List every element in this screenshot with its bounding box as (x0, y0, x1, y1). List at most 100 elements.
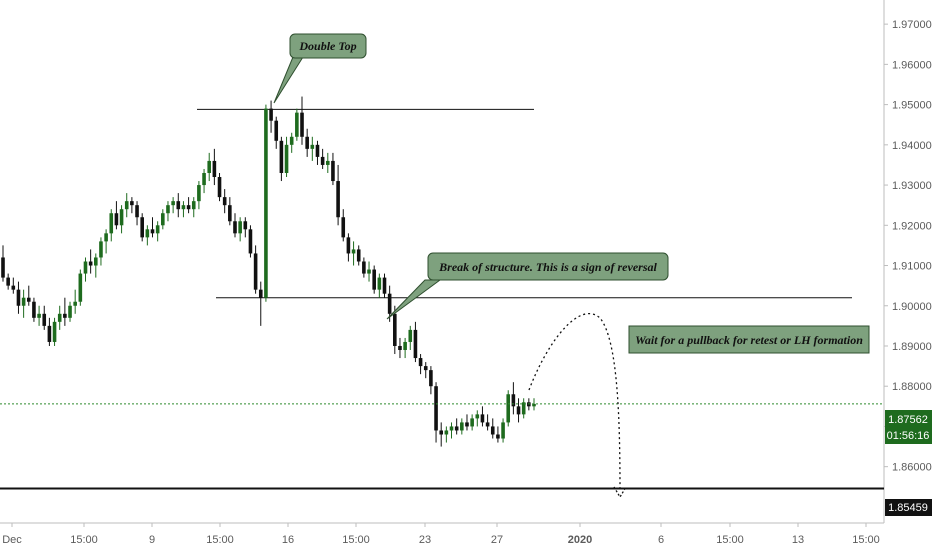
candle-body (439, 430, 444, 435)
candle-body (485, 422, 490, 427)
candle-body (238, 221, 242, 234)
double-top-note[interactable]: Double Top (273, 33, 367, 104)
candle-body (325, 160, 330, 165)
price-tick-label: 1.97000 (892, 19, 932, 31)
candle-body (114, 213, 119, 226)
candle-body (315, 144, 320, 157)
current-price-label: 1.87562 (888, 414, 928, 426)
time-tick-label: 15:00 (206, 534, 234, 546)
candle-body (403, 341, 407, 351)
price-axis[interactable]: 1.97000 1.96000 1.95000 1.94000 1.93000 1.920… (884, 19, 932, 474)
candle-body (346, 237, 351, 254)
candle-body (506, 394, 511, 423)
break-of-structure-note[interactable]: Break of structure. This is a sign of re… (386, 252, 669, 320)
price-tick-label: 1.90000 (892, 301, 932, 313)
break-of-structure-note-box (427, 252, 669, 281)
candle-body (449, 426, 454, 431)
candle-body (289, 136, 294, 145)
price-tick-label: 1.94000 (892, 140, 932, 152)
candle-body (217, 177, 222, 198)
candle-body (305, 136, 309, 149)
candle-body (228, 205, 232, 222)
candle-body (356, 249, 361, 262)
candle-body (475, 414, 480, 419)
countdown-label: 01:56:16 (887, 430, 930, 442)
candle-body (161, 213, 165, 226)
candle-body (124, 201, 129, 210)
time-axis[interactable]: Dec 15:00 9 15:00 16 15:00 23 27 2020 6 15:00 13 15:… (2, 523, 880, 546)
candle-body (377, 277, 382, 290)
candle-body (11, 285, 16, 290)
candle-body (418, 358, 423, 367)
candle-body (99, 241, 103, 258)
horizontal-lines[interactable] (0, 108, 884, 490)
wait-pullback-note[interactable]: Wait for a pullback for retest or LH for… (628, 325, 870, 354)
time-tick-label: 15:00 (70, 534, 98, 546)
time-tick-label: 15:00 (852, 534, 880, 546)
projection-arrow (528, 312, 621, 493)
candle-body (362, 261, 366, 274)
current-price-tag[interactable]: 1.87562 01:56:16 (885, 410, 932, 444)
candle-body (37, 313, 41, 318)
time-tick-label: 16 (282, 534, 294, 546)
candle-body (73, 301, 77, 306)
candle-body (243, 221, 248, 230)
candle-body (135, 205, 139, 218)
candle-body (532, 403, 536, 407)
candle-body (109, 213, 114, 234)
candle-body (511, 394, 516, 407)
candle-body (191, 201, 196, 210)
candle-body (140, 217, 144, 238)
target-price-label: 1.85459 (888, 502, 928, 514)
candle-body (341, 217, 346, 238)
candle-body (6, 277, 10, 286)
break-of-structure-note-text: Break of structure. This is a sign of re… (438, 260, 657, 274)
candle-body (155, 225, 160, 234)
candle-body (63, 313, 67, 318)
candle-body (408, 329, 413, 342)
price-tick-label: 1.88000 (892, 381, 932, 393)
time-tick-label: 27 (491, 534, 503, 546)
candle-body (186, 205, 191, 210)
candle-body (21, 297, 26, 306)
price-tick-label: 1.89000 (892, 341, 932, 353)
candle-body (423, 366, 428, 371)
candle-body (382, 277, 387, 294)
candle-body (119, 209, 124, 226)
candle-body (496, 434, 500, 439)
target-price-tag[interactable]: 1.85459 (885, 499, 932, 516)
candle-body (47, 325, 52, 342)
candle-body (176, 201, 181, 210)
candle-body (57, 313, 62, 322)
price-tick-label: 1.92000 (892, 220, 932, 232)
candle-body (264, 108, 268, 298)
time-tick-label: 6 (658, 534, 664, 546)
candle-body (393, 313, 397, 346)
time-tick-label: 13 (792, 534, 804, 546)
candle-body (413, 329, 418, 359)
price-tick-label: 1.93000 (892, 180, 932, 192)
candle-body (387, 293, 392, 314)
candle-body (197, 185, 201, 202)
candle-body (258, 289, 263, 298)
candle-body (26, 297, 31, 302)
candle-body (32, 301, 36, 318)
price-tick-label: 1.95000 (892, 100, 932, 112)
candle-body (145, 229, 150, 238)
candle-body (248, 229, 253, 254)
candle-body (212, 160, 217, 178)
candle-body (88, 261, 93, 266)
candle-body (222, 197, 227, 206)
wait-pullback-note-box (628, 325, 870, 354)
candle-body (68, 305, 72, 318)
candles (1, 96, 536, 447)
candle-body (444, 430, 449, 435)
candle-body (171, 201, 175, 206)
candle-body (166, 205, 170, 214)
current-price-tag-box (885, 410, 932, 444)
candle-body (429, 370, 433, 387)
candle-body (460, 422, 464, 431)
price-tick-label: 1.91000 (892, 261, 932, 273)
candle-body (207, 160, 212, 173)
